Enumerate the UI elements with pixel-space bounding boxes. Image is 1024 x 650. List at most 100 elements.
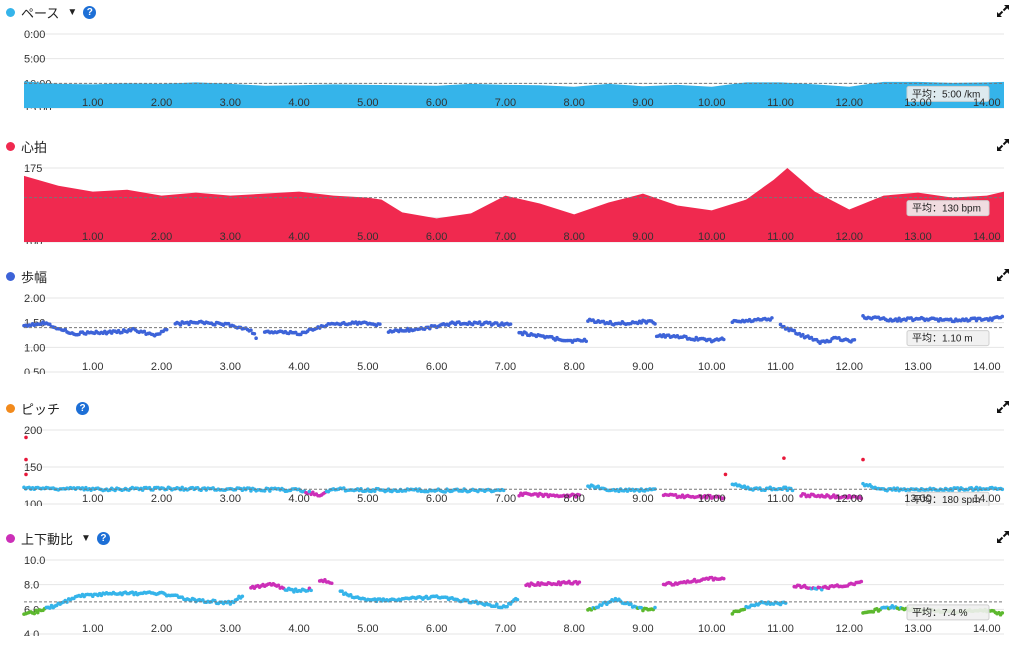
expand-icon[interactable] <box>996 138 1010 152</box>
data-point <box>859 579 864 584</box>
x-tick-label: 10.00 <box>698 231 726 243</box>
x-tick-label: 5.00 <box>357 361 378 373</box>
x-tick-label: 1.00 <box>82 231 103 243</box>
x-tick-label: 3.00 <box>220 361 241 373</box>
help-icon[interactable]: ? <box>76 401 90 415</box>
average-label: 平均：130 bpm <box>906 200 990 217</box>
x-tick-label: 10.00 <box>698 493 726 505</box>
x-tick-label: 6.00 <box>426 493 447 505</box>
data-point <box>629 602 633 606</box>
data-point <box>178 323 183 327</box>
average-label-box <box>906 491 990 506</box>
average-label-box <box>906 604 990 621</box>
help-icon[interactable]: ? <box>96 531 110 545</box>
y-tick-label: 2.00 <box>24 293 45 305</box>
data-point <box>1000 611 1005 615</box>
average-label-text: 平均：130 bpm <box>912 203 981 215</box>
data-point <box>252 331 257 336</box>
x-tick-label: 13.00 <box>904 361 932 373</box>
expand-icon[interactable] <box>996 530 1010 544</box>
data-point <box>783 485 788 490</box>
panel-header: 上下動比 ▼ ? <box>6 528 110 548</box>
expand-icon[interactable] <box>996 400 1010 414</box>
x-tick-label: 1.00 <box>82 361 103 373</box>
data-point <box>24 435 28 440</box>
data-point <box>861 457 865 462</box>
x-tick-label: 6.00 <box>426 623 447 635</box>
x-tick-label: 9.00 <box>632 361 653 373</box>
x-tick-label: 2.00 <box>151 97 172 109</box>
data-point <box>235 597 239 602</box>
x-tick-label: 11.00 <box>767 231 794 243</box>
data-point <box>721 496 726 500</box>
expand-icon[interactable] <box>996 4 1010 18</box>
x-tick-label: 8.00 <box>563 623 584 635</box>
x-tick-label: 4.00 <box>288 231 309 243</box>
y-tick-label: 175 <box>24 163 42 175</box>
x-tick-label: 1.00 <box>82 97 103 109</box>
panel-title: ピッチ <box>21 401 61 417</box>
x-tick-label: 9.00 <box>632 493 653 505</box>
series-area <box>24 168 1004 242</box>
data-point <box>378 322 382 326</box>
x-tick-label: 14.00 <box>973 493 1001 505</box>
x-tick-label: 12.00 <box>835 231 863 243</box>
cadence-chart: 200 150 100 平均：180 spm 1.00 2.00 3.00 4.00 5.00 6… <box>22 425 1005 506</box>
help-icon[interactable]: ? <box>83 5 97 19</box>
x-tick-label: 14.00 <box>973 231 1001 243</box>
x-tick-label: 10.00 <box>698 97 726 109</box>
x-tick-label: 5.00 <box>357 493 378 505</box>
data-point <box>782 456 786 460</box>
data-point <box>527 584 532 588</box>
data-point <box>292 590 296 594</box>
data-point <box>164 327 169 332</box>
data-point <box>742 607 747 612</box>
data-point <box>495 602 499 607</box>
y-tick-label: 150 <box>24 462 42 474</box>
data-point <box>63 327 68 332</box>
x-tick-label: 7.00 <box>495 361 516 373</box>
average-label: 平均：7.4 % <box>906 604 990 621</box>
panel-header: 歩幅 <box>6 266 47 286</box>
x-tick-label: 13.00 <box>904 97 932 109</box>
data-point <box>329 581 334 586</box>
average-label-text: 平均：5:00 /km <box>912 88 980 100</box>
data-point <box>770 316 774 320</box>
data-point <box>639 605 644 610</box>
chevron-down-icon[interactable]: ▼ <box>67 6 78 18</box>
data-point <box>653 322 657 326</box>
data-point <box>309 588 313 593</box>
x-tick-label: 1.00 <box>82 623 103 635</box>
y-tick-label: 4.0 <box>24 629 39 636</box>
data-point <box>831 493 836 497</box>
x-tick-label: 9.00 <box>632 623 653 635</box>
x-tick-label: 12.00 <box>835 361 863 373</box>
x-tick-label: 12.00 <box>835 97 863 109</box>
x-tick-label: 3.00 <box>220 493 241 505</box>
data-point <box>505 604 509 609</box>
average-label-text: 平均：7.4 % <box>912 607 968 619</box>
x-tick-label: 8.00 <box>563 361 584 373</box>
x-tick-label: 8.00 <box>563 493 584 505</box>
data-point <box>897 316 901 321</box>
y-tick-label: 10.0 <box>24 555 45 567</box>
x-tick-label: 14.00 <box>973 97 1001 109</box>
heart-rate-panel: 心拍 175150125100平均：130 bpm1.002.003.004.0… <box>0 136 1024 244</box>
x-tick-label: 12.00 <box>835 493 863 505</box>
average-label: 平均：5:00 /km <box>906 85 990 102</box>
average-label-box <box>906 200 990 217</box>
x-tick-label: 12.00 <box>835 623 863 635</box>
data-point <box>443 490 448 494</box>
data-point <box>852 337 857 342</box>
data-point <box>340 589 344 593</box>
chevron-down-icon[interactable]: ▼ <box>81 532 91 544</box>
data-point <box>120 330 124 335</box>
cadence-panel: ピッチ ? 200 150 100 平均：180 spm 1.00 2.00 3.00 4.0… <box>0 398 1024 506</box>
heart-rate-chart: 175150125100平均：130 bpm1.002.003.004.005.… <box>24 163 1004 244</box>
expand-icon[interactable] <box>996 268 1010 282</box>
x-tick-label: 14.00 <box>973 623 1001 635</box>
data-point <box>819 587 824 592</box>
y-tick-label: 1.00 <box>24 342 45 354</box>
